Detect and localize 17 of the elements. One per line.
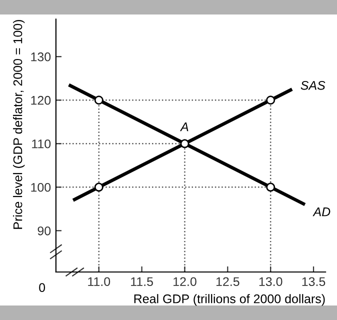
annotation: A	[180, 122, 188, 132]
series-label: SAS	[300, 80, 326, 90]
y-tick-label: 90	[38, 226, 51, 236]
y-tick-label: 100	[31, 182, 51, 192]
y-tick-label: 120	[31, 96, 51, 105]
x-axis-title: Real GDP (trillions of 2000 dollars)	[134, 294, 325, 306]
x-tick-label: 13.5	[302, 277, 326, 286]
x-tick-label: 13.0	[259, 277, 282, 286]
y-axis-title: Price level (GDP deflator, 2000 = 100)	[13, 20, 25, 229]
text: 0	[39, 283, 46, 292]
y-tick-label: 110	[32, 139, 51, 148]
x-tick-label: 11.5	[131, 277, 153, 286]
y-tick-label: 130	[31, 52, 51, 62]
x-tick-label: 12.5	[216, 277, 240, 286]
series-label: AD	[312, 208, 330, 216]
x-tick-label: 11.0	[88, 277, 110, 286]
x-tick-label: 12.0	[174, 277, 196, 286]
